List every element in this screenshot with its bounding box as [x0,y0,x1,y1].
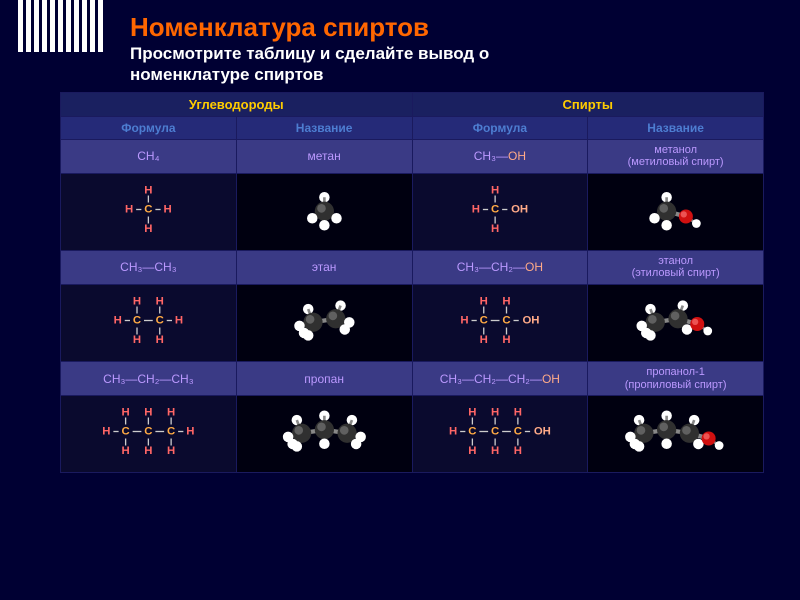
r2-hc-model [236,285,412,362]
header-formula-1: Формула [61,116,237,139]
r1-al-model [588,173,764,250]
svg-text:C: C [479,315,487,327]
svg-text:H: H [133,295,141,307]
subtitle-line1: Просмотрите таблицу и сделайте вывод о [130,43,800,64]
svg-text:H: H [144,223,152,235]
r2-hc-name: этан [236,250,412,284]
r1-hc-formula: CH₄ [61,139,237,173]
svg-text:OH: OH [522,315,539,327]
page-title: Номенклатура спиртов [130,12,800,43]
svg-text:H: H [491,407,499,419]
svg-text:H: H [502,295,510,307]
svg-text:C: C [122,426,130,438]
svg-text:H: H [491,445,499,457]
svg-text:H: H [468,445,476,457]
svg-text:H: H [122,445,130,457]
svg-text:H: H [460,315,468,327]
svg-text:C: C [491,203,499,215]
svg-text:H: H [449,426,457,438]
svg-text:H: H [513,445,521,457]
svg-text:H: H [167,445,175,457]
svg-text:C: C [513,426,521,438]
svg-text:C: C [167,426,175,438]
r2-al-formula: CH₃—CH₂—OH [412,250,588,284]
header-hydrocarbons: Углеводороды [61,92,413,116]
svg-text:H: H [156,295,164,307]
svg-text:C: C [468,426,476,438]
svg-text:H: H [175,315,183,327]
svg-text:H: H [167,407,175,419]
svg-text:H: H [479,295,487,307]
header: Номенклатура спиртов Просмотрите таблицу… [0,0,800,92]
svg-text:H: H [114,315,122,327]
r2-al-name: этанол(этиловый спирт) [588,250,764,284]
r1-al-name: метанол(метиловый спирт) [588,139,764,173]
r2-al-struct: CHHHCHHOH [412,285,588,362]
svg-text:H: H [122,407,130,419]
header-name-1: Название [236,116,412,139]
svg-text:H: H [164,203,172,215]
svg-text:H: H [144,445,152,457]
r1-al-formula: CH₃—OH [412,139,588,173]
svg-text:H: H [144,184,152,196]
r3-al-struct: CHHHCHHCHHOH [412,396,588,473]
svg-text:C: C [491,426,499,438]
r2-hc-struct: CHHHCHHH [61,285,237,362]
header-alcohols: Спирты [412,92,764,116]
svg-text:H: H [491,223,499,235]
svg-text:OH: OH [511,203,528,215]
svg-text:H: H [471,203,479,215]
svg-text:H: H [502,334,510,346]
svg-text:H: H [491,184,499,196]
r3-al-model [588,396,764,473]
r2-hc-formula: CH₃—CH₃ [61,250,237,284]
svg-text:C: C [133,315,141,327]
svg-text:H: H [479,334,487,346]
svg-text:C: C [144,426,152,438]
r3-hc-formula: CH₃—CH₂—CH₃ [61,362,237,396]
r1-hc-name: метан [236,139,412,173]
subtitle-line2: номенклатуре спиртов [130,64,800,85]
svg-text:C: C [502,315,510,327]
svg-text:H: H [468,407,476,419]
svg-text:H: H [133,334,141,346]
header-formula-2: Формула [412,116,588,139]
r2-al-model [588,285,764,362]
svg-text:H: H [144,407,152,419]
svg-text:H: H [513,407,521,419]
r1-hc-struct: CHHHH [61,173,237,250]
r3-hc-struct: CHHHCHHCHHH [61,396,237,473]
svg-text:C: C [156,315,164,327]
svg-text:OH: OH [533,426,550,438]
svg-text:H: H [125,203,133,215]
r3-hc-name: пропан [236,362,412,396]
corner-stripes [18,0,103,52]
r1-hc-model [236,173,412,250]
r1-al-struct: CHHHOH [412,173,588,250]
r3-al-name: пропанол-1(пропиловый спирт) [588,362,764,396]
svg-text:C: C [144,203,152,215]
svg-text:H: H [156,334,164,346]
svg-text:H: H [186,426,194,438]
header-name-2: Название [588,116,764,139]
r3-al-formula: CH₃—CH₂—CH₂—OH [412,362,588,396]
r3-hc-model [236,396,412,473]
svg-text:H: H [102,426,110,438]
nomenclature-table: Углеводороды Спирты Формула Название Фор… [60,92,764,474]
